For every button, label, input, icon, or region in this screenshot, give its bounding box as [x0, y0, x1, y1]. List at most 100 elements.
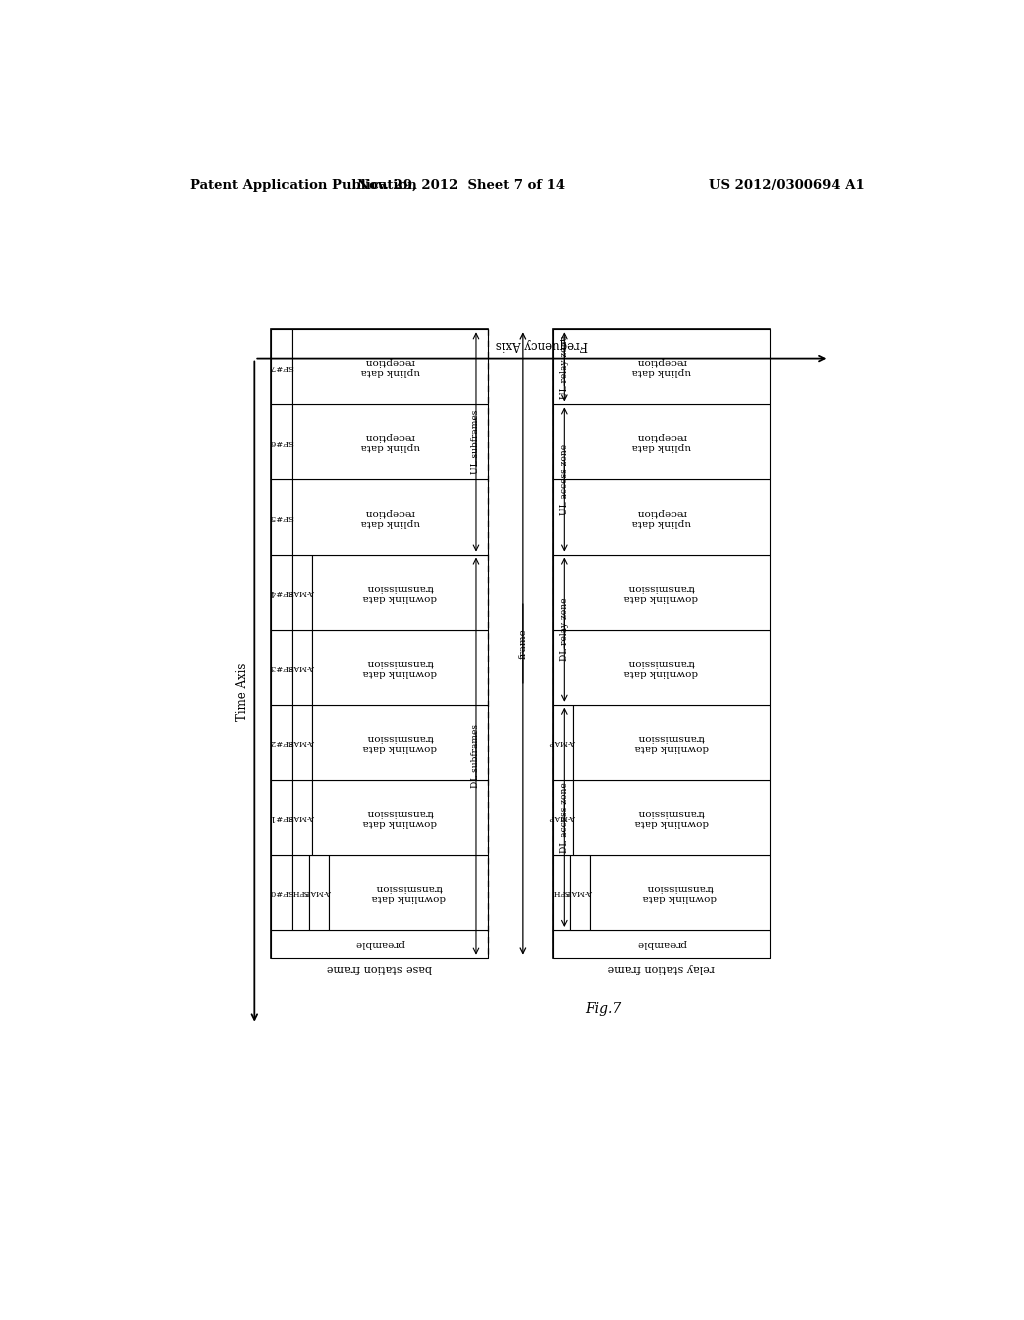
- Bar: [553, 330, 770, 958]
- Bar: [292, 404, 488, 479]
- Text: UL subframes: UL subframes: [471, 409, 480, 474]
- Bar: [271, 554, 292, 630]
- Text: downlink data: downlink data: [624, 668, 698, 677]
- Text: SF#6: SF#6: [269, 438, 294, 446]
- Text: downlink data: downlink data: [624, 593, 698, 602]
- Text: A-MAP: A-MAP: [289, 813, 314, 821]
- Bar: [271, 479, 292, 554]
- Text: transmission: transmission: [638, 808, 706, 817]
- Text: UL relay zone: UL relay zone: [560, 335, 568, 399]
- Bar: [553, 630, 770, 705]
- Bar: [553, 330, 770, 404]
- Text: SF#1: SF#1: [269, 813, 294, 821]
- Text: SF#0: SF#0: [269, 888, 294, 896]
- Text: transmission: transmission: [367, 582, 434, 591]
- Text: downlink data: downlink data: [362, 818, 437, 826]
- Text: frame: frame: [518, 628, 527, 659]
- Text: Patent Application Publication: Patent Application Publication: [190, 178, 417, 191]
- Text: A-MAP: A-MAP: [305, 888, 332, 896]
- Text: transmission: transmission: [646, 883, 714, 892]
- Bar: [271, 929, 488, 958]
- Text: transmission: transmission: [367, 808, 434, 817]
- Text: uplink data: uplink data: [632, 517, 691, 527]
- Bar: [271, 630, 292, 705]
- Bar: [292, 855, 308, 929]
- Text: Nov. 29, 2012  Sheet 7 of 14: Nov. 29, 2012 Sheet 7 of 14: [357, 178, 565, 191]
- Bar: [292, 780, 311, 855]
- Text: base station frame: base station frame: [328, 964, 432, 973]
- Text: SFH: SFH: [553, 888, 569, 896]
- Text: A-MAP: A-MAP: [550, 813, 577, 821]
- Text: preamble: preamble: [355, 940, 404, 948]
- Bar: [271, 855, 292, 929]
- Text: reception: reception: [636, 433, 686, 441]
- Text: uplink data: uplink data: [360, 517, 420, 527]
- Bar: [311, 705, 488, 780]
- Text: transmission: transmission: [638, 733, 706, 742]
- Bar: [271, 404, 292, 479]
- Bar: [292, 554, 311, 630]
- Bar: [329, 855, 488, 929]
- Text: reception: reception: [365, 433, 415, 441]
- Bar: [553, 780, 572, 855]
- Text: US 2012/0300694 A1: US 2012/0300694 A1: [710, 178, 865, 191]
- Bar: [308, 855, 329, 929]
- Text: DL access zone: DL access zone: [560, 781, 568, 853]
- Text: uplink data: uplink data: [360, 367, 420, 376]
- Bar: [572, 780, 770, 855]
- Text: uplink data: uplink data: [632, 367, 691, 376]
- Text: A-MAP: A-MAP: [550, 738, 577, 746]
- Text: uplink data: uplink data: [632, 442, 691, 451]
- Bar: [292, 330, 488, 404]
- Text: reception: reception: [365, 507, 415, 516]
- Text: SF#5: SF#5: [269, 513, 294, 521]
- Text: downlink data: downlink data: [362, 593, 437, 602]
- Text: downlink data: downlink data: [634, 818, 709, 826]
- Bar: [553, 705, 572, 780]
- Bar: [292, 479, 488, 554]
- Text: UL access zone: UL access zone: [560, 444, 568, 515]
- Text: Time Axis: Time Axis: [237, 663, 249, 721]
- Text: SFH: SFH: [292, 888, 308, 896]
- Bar: [569, 855, 590, 929]
- Text: SF#3: SF#3: [269, 663, 294, 671]
- Bar: [271, 705, 292, 780]
- Bar: [553, 929, 770, 958]
- Text: reception: reception: [636, 507, 686, 516]
- Bar: [553, 554, 770, 630]
- Text: downlink data: downlink data: [634, 743, 709, 752]
- Text: downlink data: downlink data: [372, 892, 445, 902]
- Bar: [311, 630, 488, 705]
- Text: SF#7: SF#7: [269, 363, 294, 371]
- Text: Frequency Axis: Frequency Axis: [496, 338, 588, 351]
- Text: relay station frame: relay station frame: [607, 964, 715, 973]
- Text: SF#2: SF#2: [269, 738, 294, 746]
- Bar: [292, 630, 311, 705]
- Text: DL subframes: DL subframes: [471, 725, 480, 788]
- Text: Fig.7: Fig.7: [586, 1002, 622, 1016]
- Bar: [553, 855, 569, 929]
- Bar: [553, 479, 770, 554]
- Text: downlink data: downlink data: [642, 892, 717, 902]
- Text: transmission: transmission: [628, 657, 695, 667]
- Bar: [311, 554, 488, 630]
- Text: uplink data: uplink data: [360, 442, 420, 451]
- Text: A-MAP: A-MAP: [289, 589, 314, 597]
- Text: downlink data: downlink data: [362, 668, 437, 677]
- Text: reception: reception: [636, 358, 686, 367]
- Text: A-MAP: A-MAP: [289, 663, 314, 671]
- Text: A-MAP: A-MAP: [289, 738, 314, 746]
- Text: transmission: transmission: [628, 582, 695, 591]
- Text: transmission: transmission: [367, 657, 434, 667]
- Bar: [553, 404, 770, 479]
- Bar: [590, 855, 770, 929]
- Bar: [271, 330, 292, 404]
- Bar: [311, 780, 488, 855]
- Bar: [271, 330, 488, 958]
- Bar: [271, 780, 292, 855]
- Text: downlink data: downlink data: [362, 743, 437, 752]
- Text: SF#4: SF#4: [269, 589, 294, 597]
- Bar: [292, 705, 311, 780]
- Text: transmission: transmission: [367, 733, 434, 742]
- Bar: [572, 705, 770, 780]
